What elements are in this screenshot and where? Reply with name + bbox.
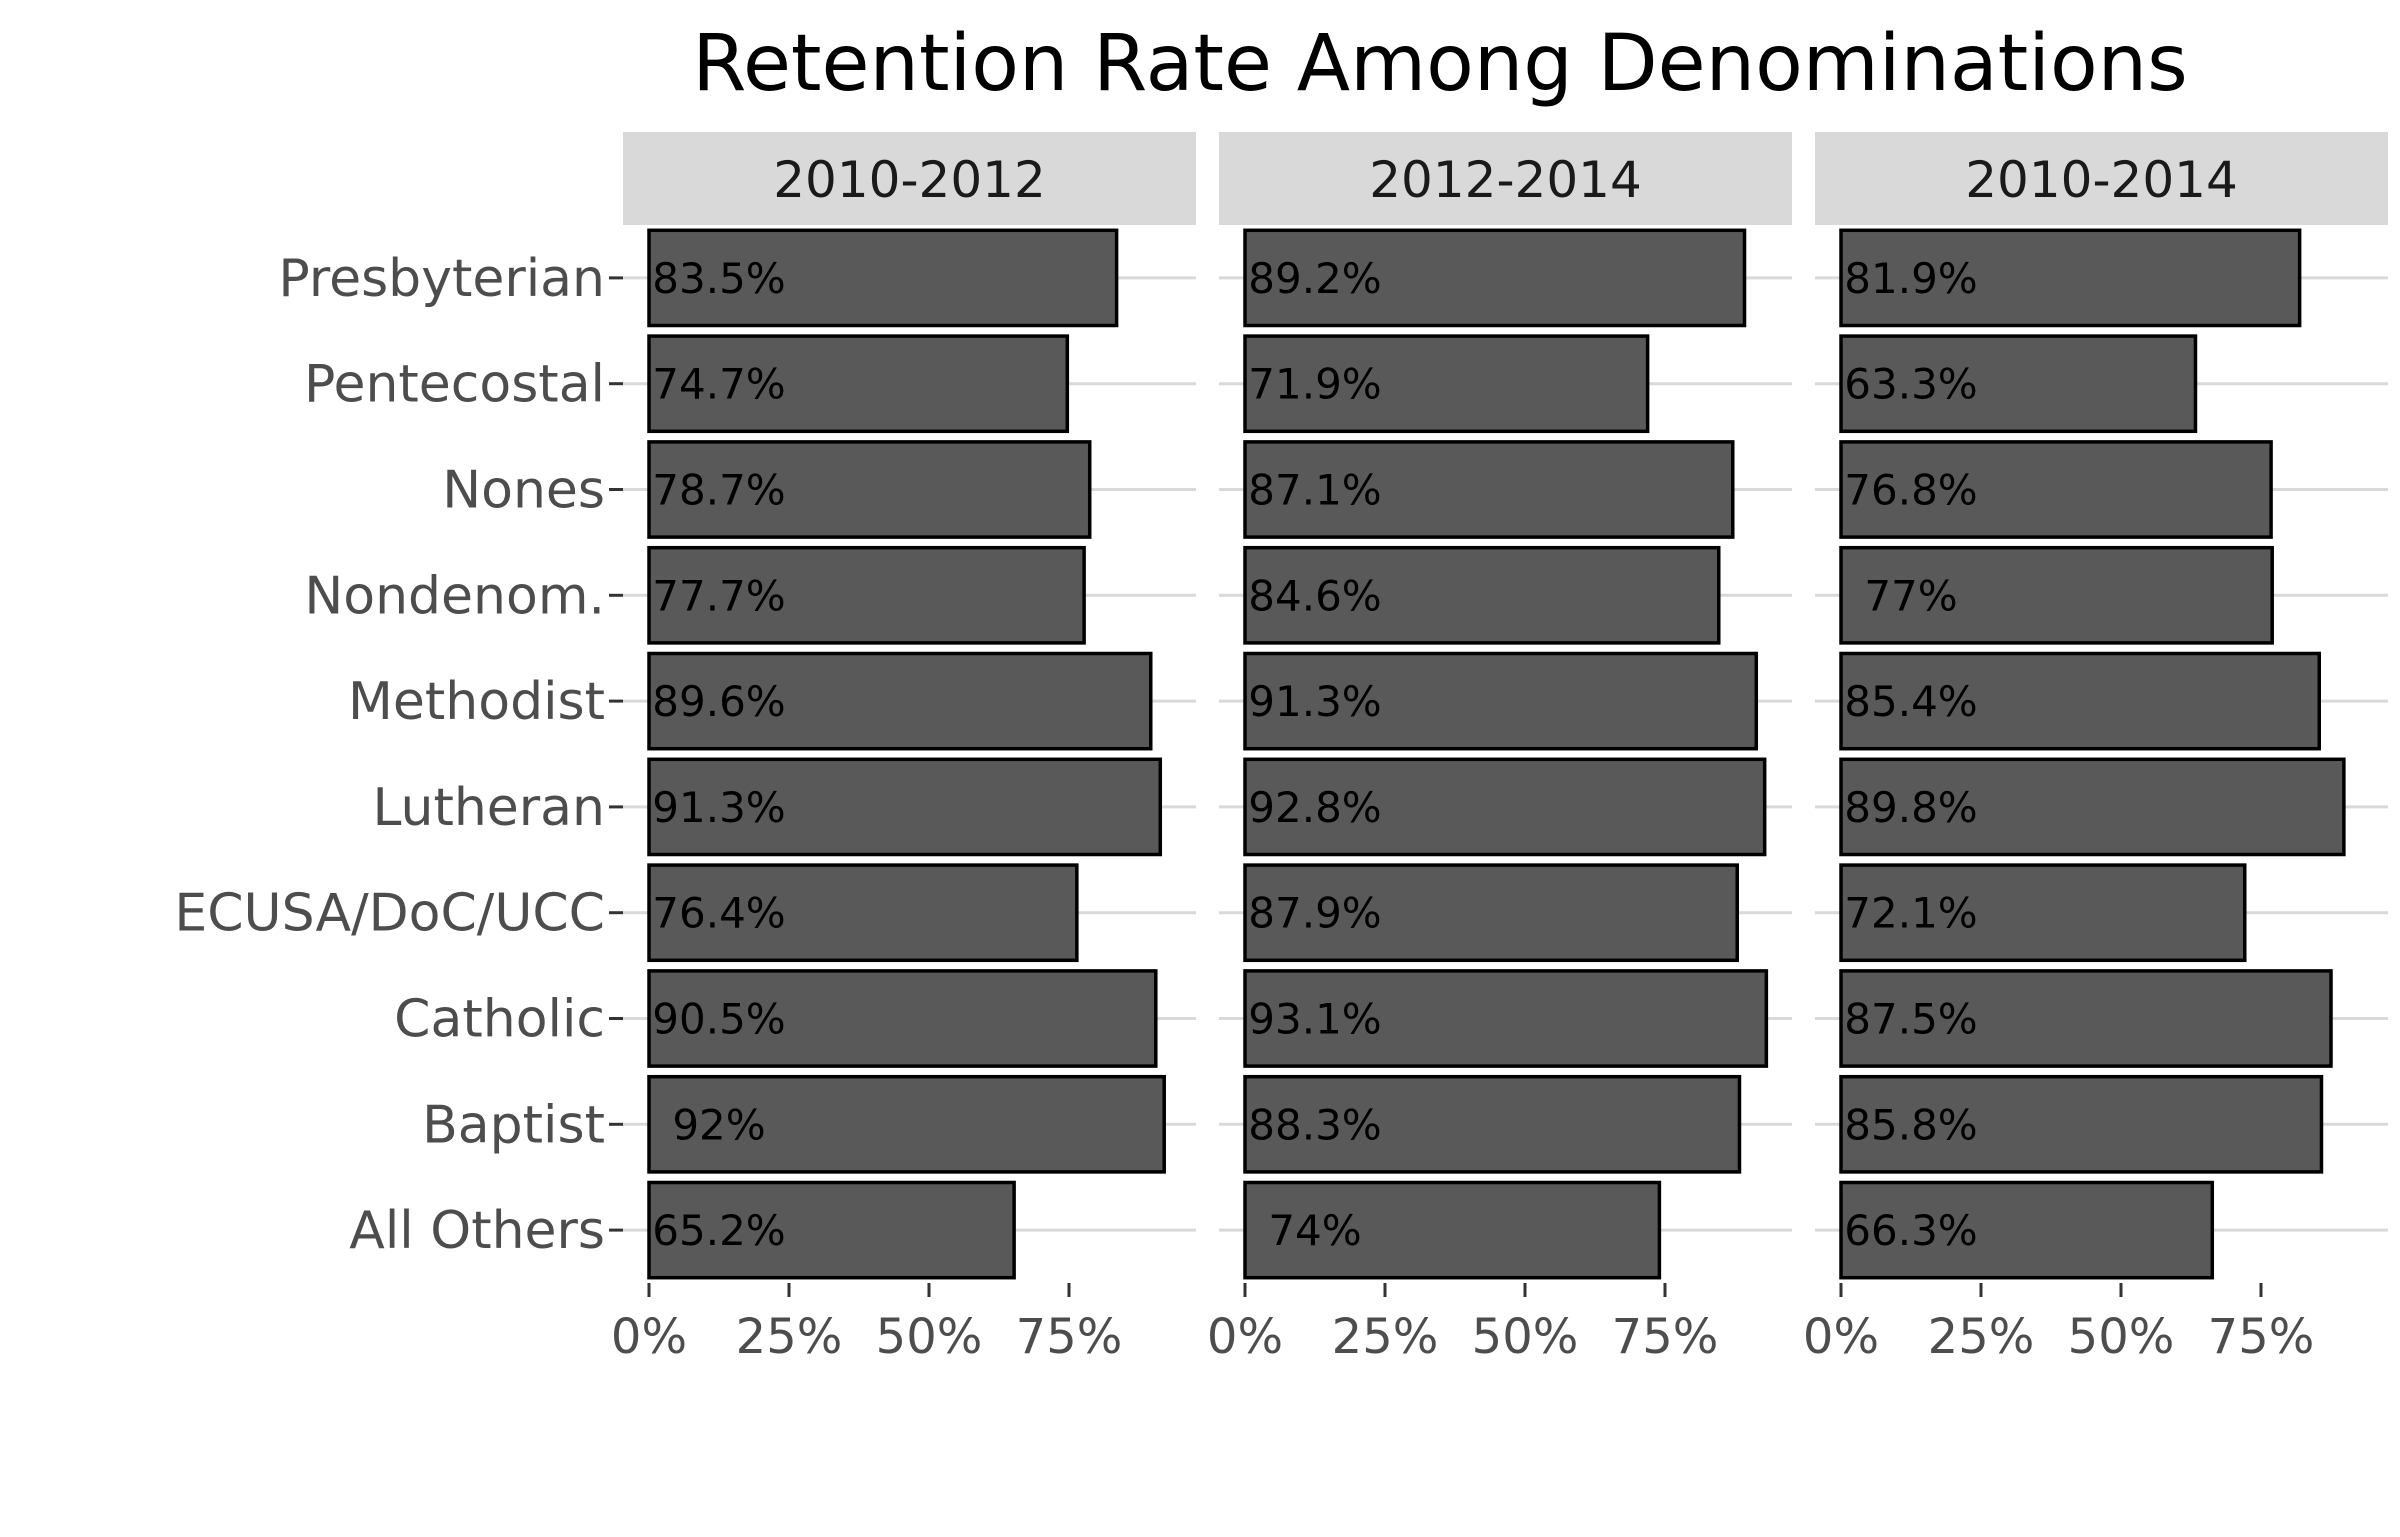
category-label: Nondenom. — [304, 566, 605, 626]
category-label: Baptist — [422, 1095, 605, 1155]
data-label: 66.3% — [1844, 1206, 1977, 1255]
data-label: 85.4% — [1844, 677, 1977, 726]
x-tick-label: 50% — [876, 1309, 983, 1365]
strip-label: 2012-2014 — [1369, 151, 1642, 209]
category-label: Methodist — [348, 672, 605, 732]
data-label: 92% — [672, 1100, 765, 1149]
data-label: 91.3% — [1248, 677, 1381, 726]
data-label: 87.5% — [1844, 995, 1977, 1044]
bar — [1839, 757, 2346, 857]
x-tick-label: 50% — [2068, 1309, 2175, 1365]
chart-title: Retention Rate Among Denominations — [692, 19, 2187, 109]
bar — [1839, 863, 2247, 963]
x-tick-label: 25% — [1332, 1309, 1439, 1365]
bar — [1839, 651, 2321, 751]
data-label: 89.2% — [1248, 254, 1381, 303]
panel-2010-2014: 2010-2014 81.9% 63.3% 76.8% 77% 85.4% 89.8% 72.… — [1803, 132, 2388, 1365]
strip-background — [623, 132, 1196, 225]
bar — [1243, 651, 1759, 751]
y-axis: Presbyterian Pentecostal Nones Nondenom. Met… — [174, 249, 623, 1261]
bar — [647, 1180, 1016, 1280]
data-label: 90.5% — [652, 995, 785, 1044]
bar — [1839, 1074, 2324, 1174]
data-label: 84.6% — [1248, 571, 1381, 620]
bar — [647, 1074, 1166, 1174]
bar — [647, 651, 1153, 751]
bar — [647, 969, 1158, 1068]
bar — [1839, 440, 2273, 539]
x-tick-label: 0% — [1803, 1309, 1879, 1365]
data-label: 77% — [1864, 571, 1957, 620]
bar — [647, 440, 1092, 539]
data-label: 81.9% — [1844, 254, 1977, 303]
bar — [1839, 228, 2302, 328]
bar — [647, 334, 1070, 434]
x-tick-label: 0% — [611, 1309, 687, 1365]
data-label: 93.1% — [1248, 995, 1381, 1044]
facet-panels: 2010-2012 83.5% 74.7% 78.7% 77.7% 89.6% 91.3% 7… — [611, 132, 2388, 1365]
data-label: 77.7% — [652, 571, 785, 620]
data-label: 71.9% — [1248, 360, 1381, 409]
bar — [1839, 545, 2274, 645]
bar — [1839, 1180, 2215, 1280]
data-label: 74% — [1268, 1206, 1361, 1255]
x-tick-label: 50% — [1472, 1309, 1579, 1365]
bar — [647, 228, 1119, 328]
bar — [1839, 969, 2333, 1068]
bar — [1243, 228, 1747, 328]
data-label: 88.3% — [1248, 1100, 1381, 1149]
data-label: 65.2% — [652, 1206, 785, 1255]
bar — [1243, 1180, 1662, 1280]
data-label: 74.7% — [652, 360, 785, 409]
x-tick-label: 75% — [1016, 1309, 1123, 1365]
bar — [1243, 440, 1735, 539]
data-label: 72.1% — [1844, 889, 1977, 938]
category-label: ECUSA/DoC/UCC — [174, 884, 605, 944]
x-tick-label: 25% — [736, 1309, 843, 1365]
bar — [1243, 757, 1767, 857]
strip-background — [1815, 132, 2388, 225]
category-label: Nones — [442, 461, 605, 521]
bar — [647, 757, 1163, 857]
bar — [1839, 334, 2198, 434]
data-label: 92.8% — [1248, 783, 1381, 832]
x-tick-label: 75% — [1612, 1309, 1719, 1365]
x-tick-label: 0% — [1207, 1309, 1283, 1365]
data-label: 76.4% — [652, 889, 785, 938]
data-label: 76.8% — [1844, 466, 1977, 515]
strip-label: 2010-2012 — [773, 151, 1046, 209]
data-label: 85.8% — [1844, 1100, 1977, 1149]
data-label: 63.3% — [1844, 360, 1977, 409]
category-label: All Others — [349, 1201, 605, 1261]
x-tick-label: 75% — [2208, 1309, 2315, 1365]
bar — [1243, 863, 1739, 963]
strip-background — [1219, 132, 1792, 225]
bar — [1243, 1074, 1742, 1174]
data-label: 87.1% — [1248, 466, 1381, 515]
data-label: 87.9% — [1248, 889, 1381, 938]
bar — [1243, 545, 1721, 645]
category-label: Pentecostal — [304, 355, 605, 415]
bar — [1243, 334, 1650, 434]
category-label: Lutheran — [372, 778, 605, 838]
data-label: 78.7% — [652, 466, 785, 515]
panel-2010-2012: 2010-2012 83.5% 74.7% 78.7% 77.7% 89.6% 91.3% 7… — [611, 132, 1196, 1365]
bar — [1243, 969, 1769, 1068]
data-label: 83.5% — [652, 254, 785, 303]
category-label: Presbyterian — [278, 249, 605, 309]
x-tick-label: 25% — [1928, 1309, 2035, 1365]
data-label: 89.6% — [652, 677, 785, 726]
bar — [647, 545, 1086, 645]
category-label: Catholic — [394, 990, 605, 1050]
data-label: 91.3% — [652, 783, 785, 832]
strip-label: 2010-2014 — [1965, 151, 2238, 209]
panel-2012-2014: 2012-2014 89.2% 71.9% 87.1% 84.6% 91.3% 92.8% 8… — [1207, 132, 1792, 1365]
bar — [647, 863, 1079, 963]
data-label: 89.8% — [1844, 783, 1977, 832]
